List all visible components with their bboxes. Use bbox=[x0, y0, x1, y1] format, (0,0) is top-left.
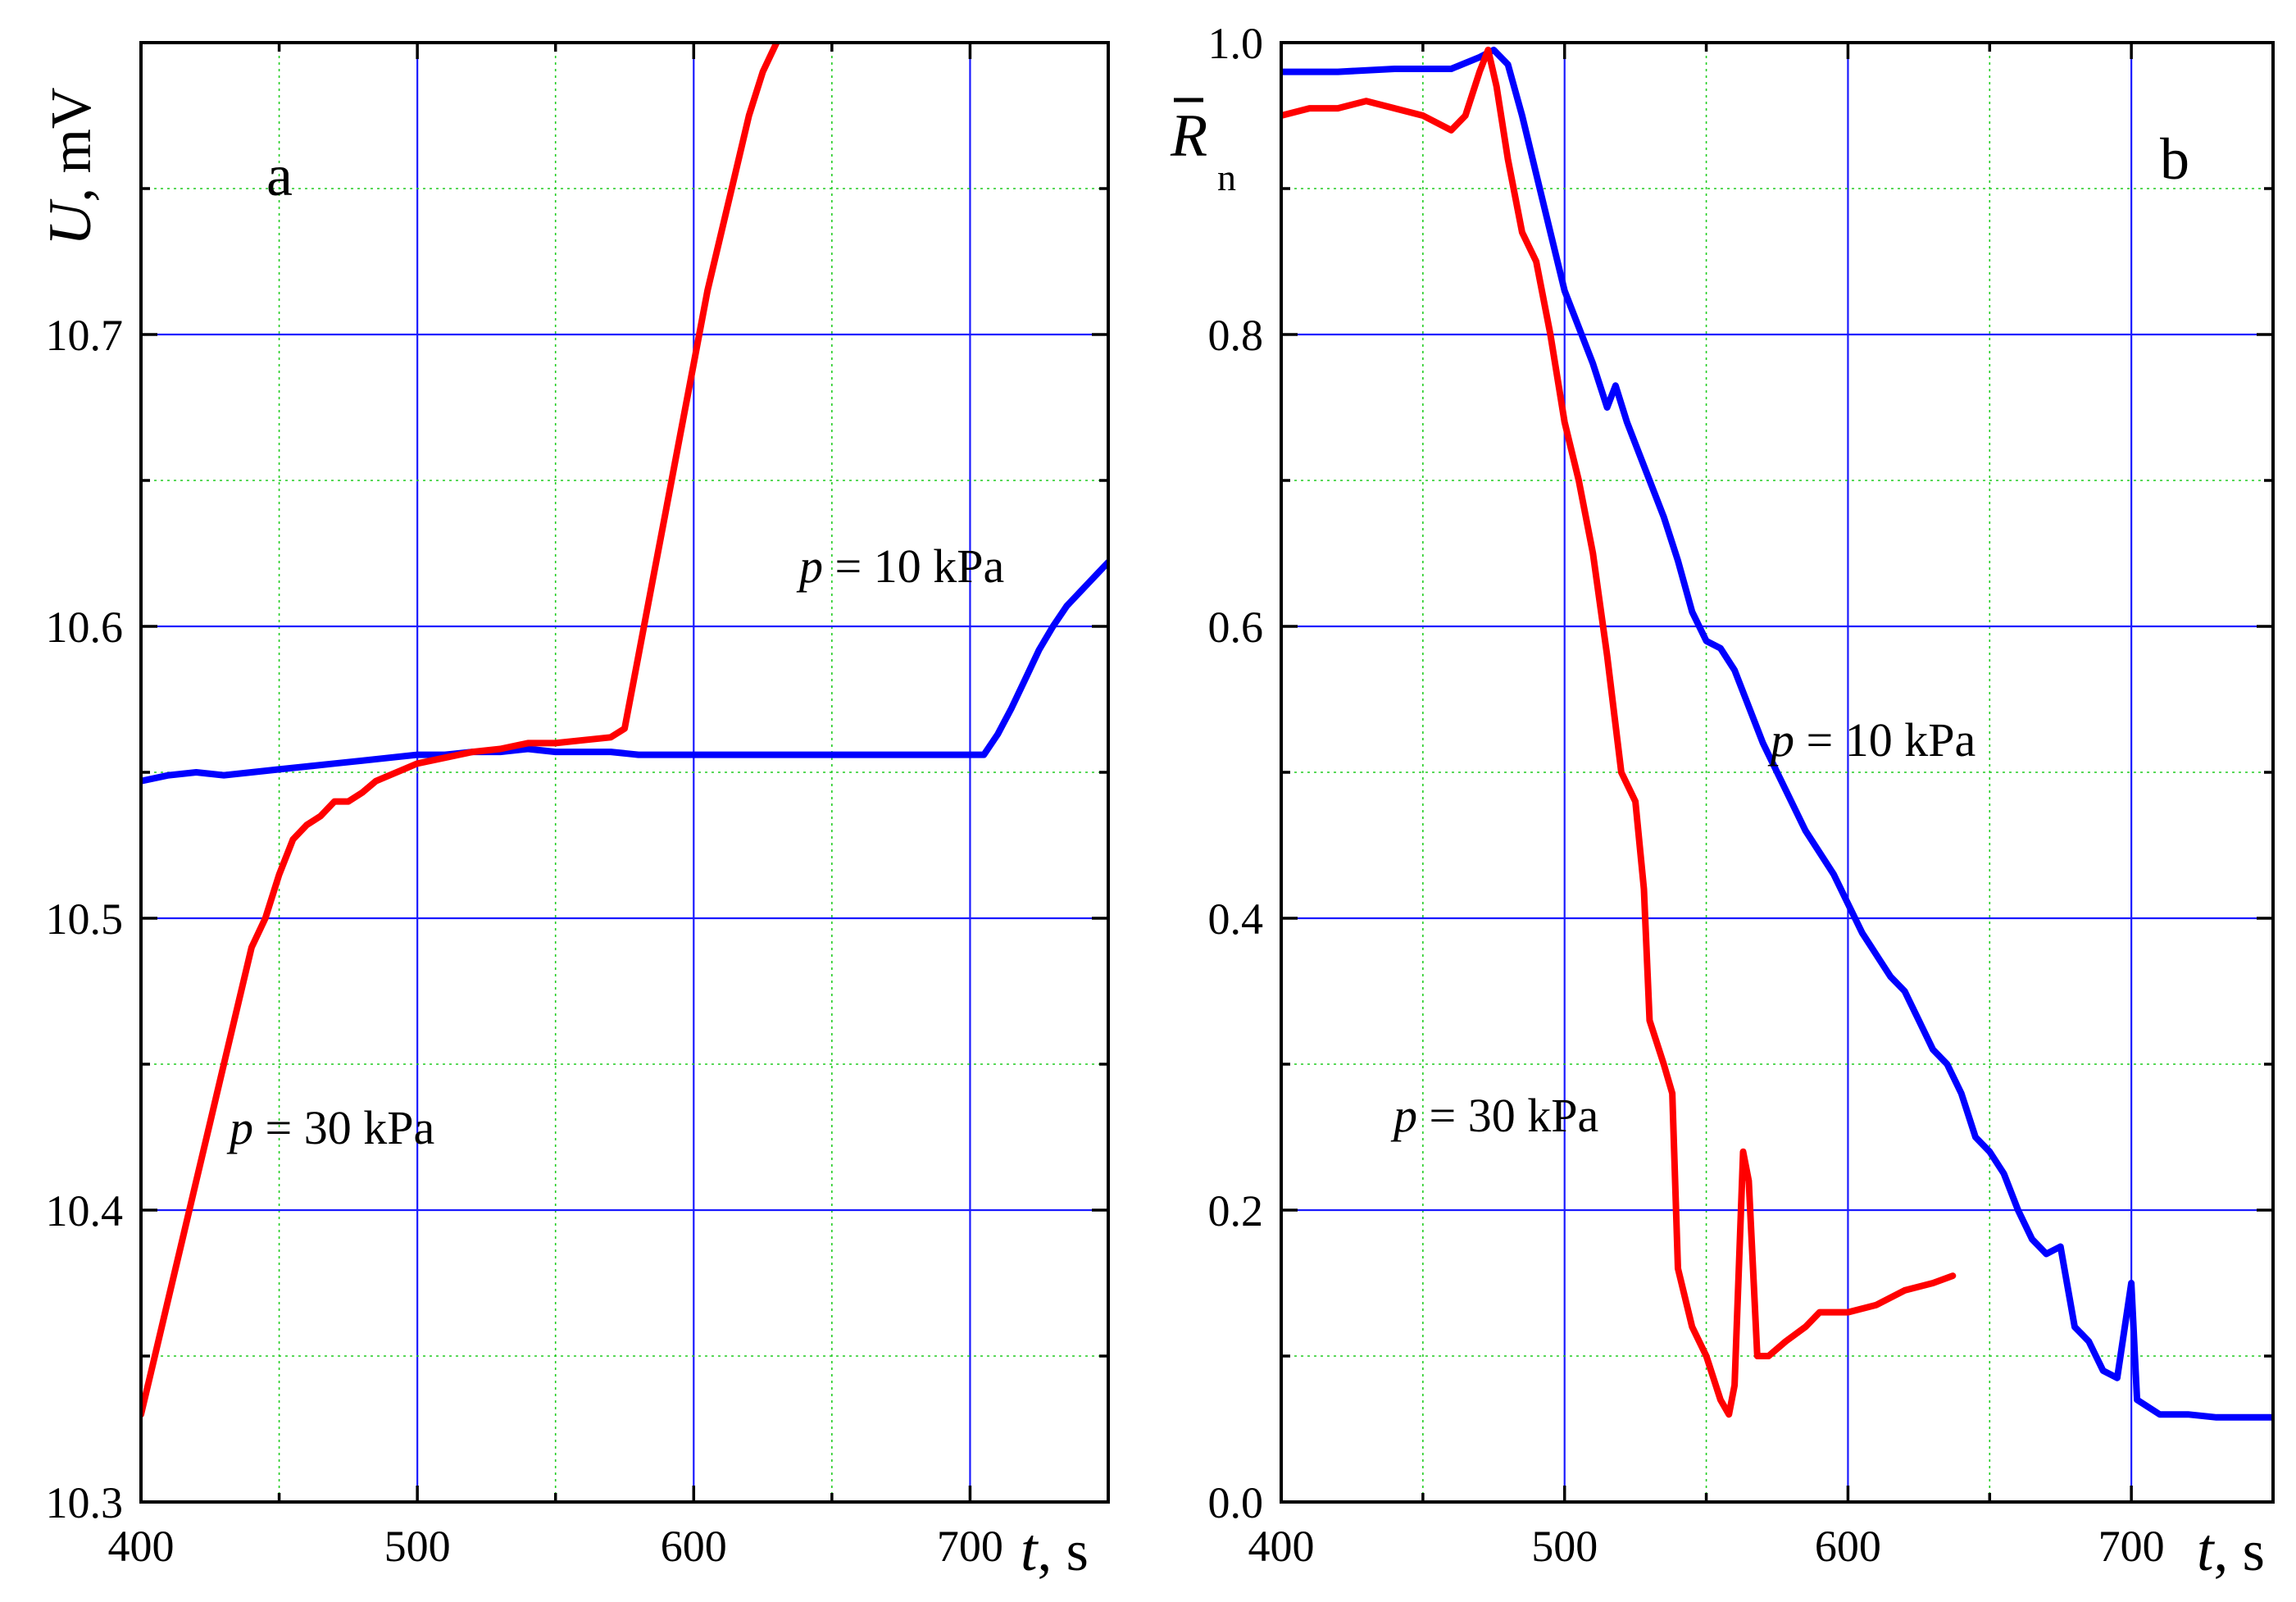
annotation-p30-text-a: = 30 kPa bbox=[253, 1101, 434, 1154]
x-tick-label: 500 bbox=[384, 1522, 451, 1571]
annotation-p30-text-b: = 30 kPa bbox=[1417, 1089, 1598, 1142]
annotation-p10-var-b: p bbox=[1767, 713, 1794, 767]
x-tick-label: 700 bbox=[2098, 1522, 2165, 1571]
x-tick-label: 400 bbox=[108, 1522, 175, 1571]
y-tick-label: 10.4 bbox=[46, 1186, 124, 1236]
x-axis-unit-a: , s bbox=[1038, 1520, 1089, 1583]
y-axis-label-a: U, mV bbox=[37, 88, 104, 246]
series-line-p-30-kpa bbox=[141, 43, 780, 1418]
y-axis-var-b: R bbox=[1170, 102, 1207, 170]
x-axis-label-a: t, s bbox=[1021, 1517, 1089, 1584]
x-axis-unit-b: , s bbox=[2214, 1520, 2265, 1583]
ticks-a bbox=[139, 43, 1108, 1504]
x-tick-label: 600 bbox=[1815, 1522, 1881, 1571]
annotation-p10-b: p = 10 kPa bbox=[1767, 713, 1975, 767]
annotation-p10-var-a: p bbox=[796, 539, 823, 593]
x-tick-label: 400 bbox=[1248, 1522, 1315, 1571]
y-tick-label: 0.2 bbox=[1208, 1186, 1264, 1236]
series-line-p-10-kpa bbox=[141, 558, 1108, 785]
y-tick-label: 0.8 bbox=[1208, 311, 1264, 360]
annotation-p10-text-b: = 10 kPa bbox=[1794, 713, 1975, 767]
series-layer-a bbox=[141, 43, 1108, 1418]
series-line-p-10-kpa bbox=[1281, 46, 2273, 1421]
x-axis-var-a: t bbox=[1021, 1517, 1039, 1584]
annotation-p10-text-a: = 10 kPa bbox=[823, 539, 1004, 593]
x-tick-label: 500 bbox=[1531, 1522, 1598, 1571]
annotation-p30-var-a: p bbox=[226, 1101, 253, 1154]
annotation-p30-b: p = 30 kPa bbox=[1390, 1089, 1598, 1142]
grid-a bbox=[141, 43, 1108, 1502]
y-tick-label: 10.7 bbox=[46, 311, 124, 360]
panel-label-b: b bbox=[2160, 126, 2189, 192]
ticks-b bbox=[1280, 41, 2273, 1504]
chart-panel-a: 400 500 600 700 10.3 10.4 10.5 10.6 10.7 a U, mV… bbox=[37, 41, 1110, 1584]
x-tick-label: 700 bbox=[937, 1522, 1003, 1571]
y-axis-var-a: U bbox=[37, 198, 104, 246]
y-axis-subscript-b: n bbox=[1217, 157, 1236, 198]
grid-b bbox=[1281, 43, 2273, 1502]
annotation-p30-var-b: p bbox=[1390, 1089, 1417, 1142]
x-axis-var-b: t bbox=[2197, 1517, 2216, 1584]
y-axis-label-b: R n bbox=[1170, 98, 1236, 198]
series-layer-b bbox=[1281, 46, 2273, 1421]
tick-labels-a: 400 500 600 700 10.3 10.4 10.5 10.6 10.7 bbox=[46, 311, 1003, 1571]
tick-labels-b: 400 500 600 700 0.0 0.2 0.4 0.6 0.8 1.0 bbox=[1208, 19, 2165, 1571]
annotation-p30-a: p = 30 kPa bbox=[226, 1101, 434, 1154]
y-tick-label: 0.0 bbox=[1208, 1478, 1264, 1527]
y-tick-label: 0.4 bbox=[1208, 894, 1264, 944]
chart-panel-b: 400 500 600 700 0.0 0.2 0.4 0.6 0.8 1.0 b R n t, … bbox=[1170, 19, 2275, 1584]
y-tick-label: 10.6 bbox=[46, 603, 124, 652]
y-tick-label: 1.0 bbox=[1208, 19, 1264, 68]
y-tick-label: 10.5 bbox=[46, 894, 124, 944]
series-line-p-30-kpa bbox=[1281, 46, 1957, 1418]
x-tick-label: 600 bbox=[661, 1522, 727, 1571]
x-axis-label-b: t, s bbox=[2197, 1517, 2265, 1584]
annotation-p10-a: p = 10 kPa bbox=[796, 539, 1004, 593]
y-tick-label: 10.3 bbox=[46, 1478, 124, 1527]
y-tick-label: 0.6 bbox=[1208, 603, 1264, 652]
panel-label-a: a bbox=[266, 143, 293, 208]
y-axis-unit-a: , mV bbox=[40, 88, 103, 203]
